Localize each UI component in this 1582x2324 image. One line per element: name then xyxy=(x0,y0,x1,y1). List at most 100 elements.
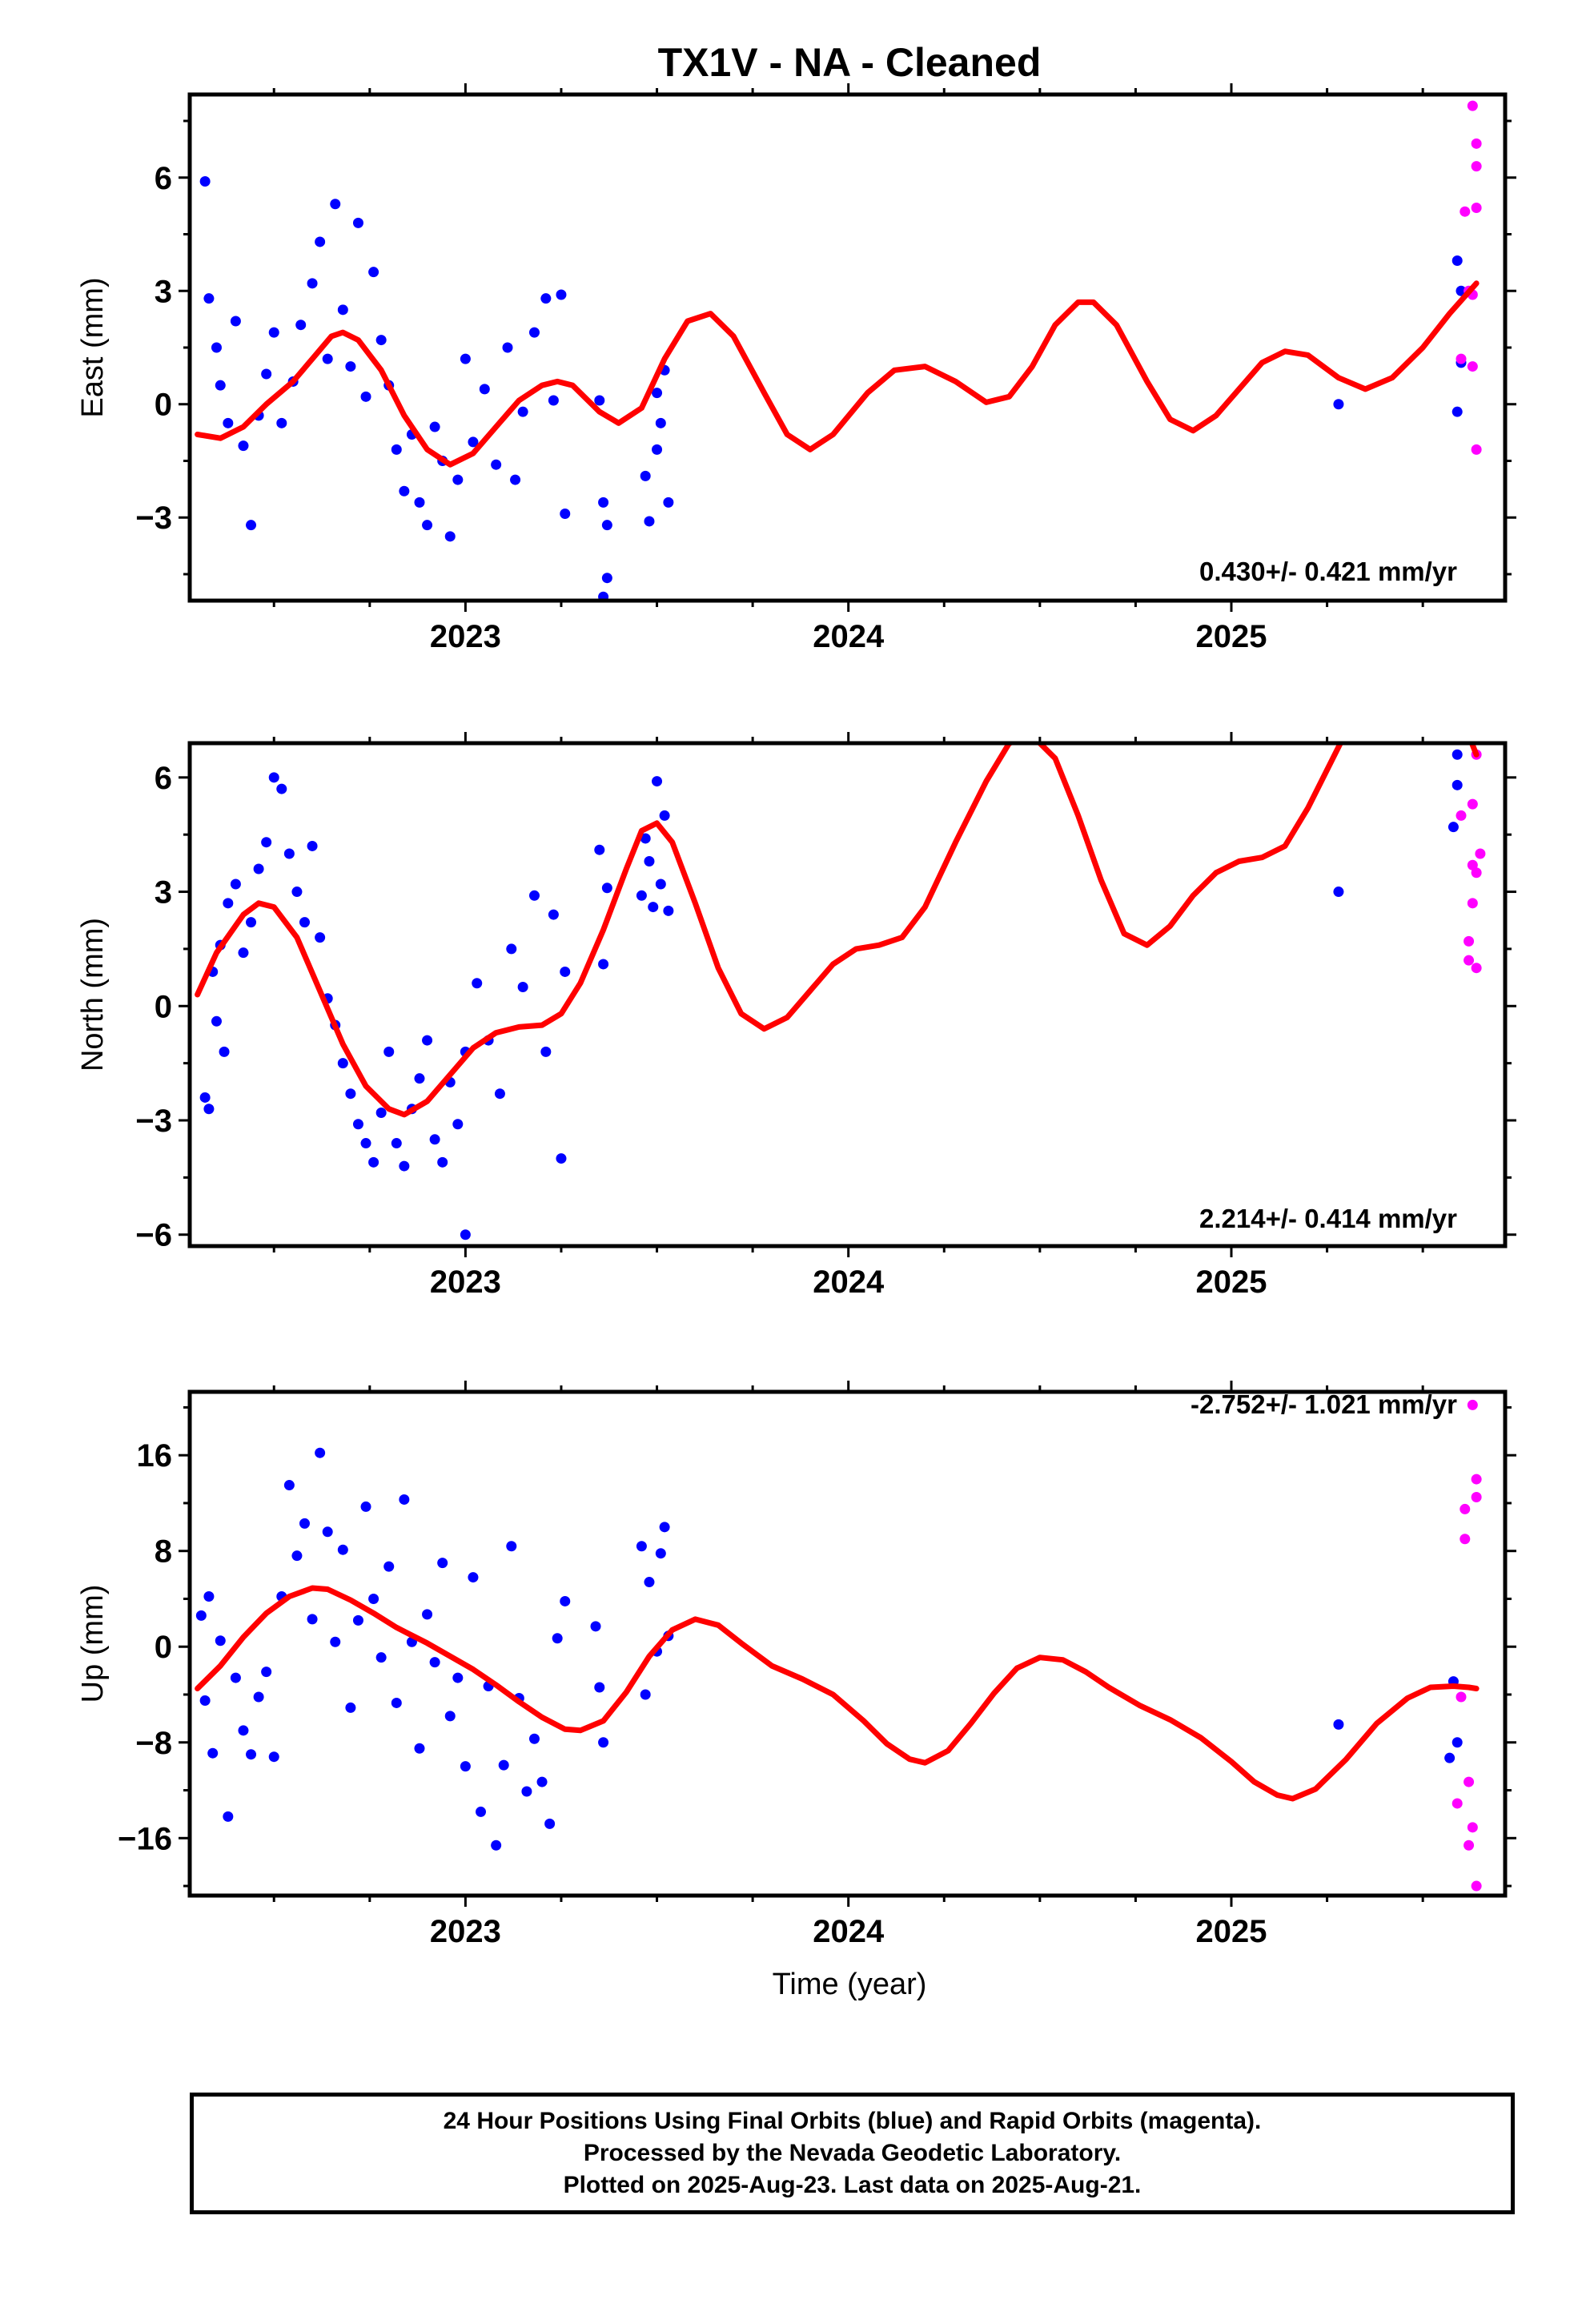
east-final-orbit-point xyxy=(601,573,612,584)
up-final-orbit-point xyxy=(521,1786,532,1797)
east-final-orbit-point xyxy=(548,395,559,406)
north-final-orbit-point xyxy=(494,1088,505,1100)
east-rapid-orbit-point xyxy=(1467,100,1478,111)
north-final-orbit-point xyxy=(528,890,540,901)
east-final-orbit-point xyxy=(315,236,326,247)
north-final-orbit-point xyxy=(429,1134,440,1145)
north-final-orbit-point xyxy=(219,1046,230,1057)
east-final-orbit-point xyxy=(594,395,605,406)
up-final-orbit-point xyxy=(375,1652,387,1663)
up-final-orbit-point xyxy=(598,1737,609,1748)
north-rapid-orbit-point xyxy=(1475,848,1486,859)
north-final-orbit-point xyxy=(1452,749,1463,760)
north-final-orbit-point xyxy=(246,917,257,928)
north-final-orbit-point xyxy=(375,1107,387,1118)
east-rapid-orbit-point xyxy=(1471,138,1482,149)
north-final-orbit-point xyxy=(360,1138,371,1149)
plot-panels: 2023 2024 2025 −3 0 3 6 East (mm) 0.430+/- 0.421… xyxy=(76,83,1516,1949)
east-final-orbit-point xyxy=(517,406,528,417)
up-final-orbit-point xyxy=(429,1657,440,1668)
north-final-orbit-point xyxy=(644,855,655,866)
east-x-tick-label: 2024 xyxy=(813,619,885,654)
north-final-orbit-point xyxy=(601,883,612,894)
north-final-orbit-point xyxy=(540,1046,552,1057)
up-rapid-orbit-point xyxy=(1467,1399,1478,1410)
east-final-orbit-point xyxy=(215,380,226,391)
east-final-orbit-point xyxy=(422,520,433,531)
east-final-orbit-point xyxy=(655,417,666,428)
up-final-orbit-point xyxy=(544,1818,556,1829)
east-final-orbit-point xyxy=(640,470,651,481)
up-final-orbit-point xyxy=(452,1672,464,1683)
north-final-orbit-point xyxy=(548,909,559,920)
east-rapid-orbit-point xyxy=(1471,444,1482,455)
east-final-orbit-point xyxy=(1452,255,1463,267)
up-final-orbit-point xyxy=(199,1695,211,1706)
north-final-orbit-point xyxy=(636,890,647,901)
north-rapid-orbit-point xyxy=(1471,867,1482,879)
east-y-tick-label: −3 xyxy=(135,501,172,536)
up-rapid-orbit-point xyxy=(1464,1776,1475,1787)
up-final-orbit-point xyxy=(230,1672,241,1683)
north-rapid-orbit-point xyxy=(1464,935,1475,947)
east-y-tick-label: 6 xyxy=(155,161,172,196)
east-final-orbit-point xyxy=(322,353,333,364)
north-final-orbit-point xyxy=(203,1104,215,1115)
footer-line-orbits: 24 Hour Positions Using Final Orbits (bl… xyxy=(443,2108,1262,2134)
up-rate-label: -2.752+/- 1.021 mm/yr xyxy=(1191,1389,1457,1419)
east-final-orbit-point xyxy=(652,444,663,455)
up-final-orbit-point xyxy=(337,1544,348,1555)
up-final-orbit-point xyxy=(506,1541,517,1552)
north-final-orbit-point xyxy=(337,1058,348,1069)
east-final-orbit-point xyxy=(268,327,279,338)
up-final-orbit-point xyxy=(552,1633,563,1644)
east-final-orbit-point xyxy=(368,267,379,278)
up-final-orbit-point xyxy=(322,1526,333,1538)
up-final-orbit-point xyxy=(491,1839,502,1851)
east-final-orbit-point xyxy=(460,353,471,364)
up-final-orbit-point xyxy=(460,1761,471,1772)
east-final-orbit-point xyxy=(203,293,215,304)
east-x-tick-label: 2023 xyxy=(430,619,501,654)
north-final-orbit-point xyxy=(211,1015,222,1027)
east-final-orbit-point xyxy=(502,342,513,353)
north-y-tick-label: 0 xyxy=(155,989,172,1024)
north-final-orbit-point xyxy=(291,887,303,898)
east-final-orbit-point xyxy=(1452,406,1463,417)
up-final-orbit-point xyxy=(223,1811,234,1822)
north-final-orbit-point xyxy=(598,959,609,970)
up-final-orbit-point xyxy=(315,1447,326,1458)
north-final-orbit-point xyxy=(383,1046,395,1057)
north-final-orbit-point xyxy=(472,978,483,989)
east-final-orbit-point xyxy=(644,516,655,527)
north-final-orbit-point xyxy=(452,1119,464,1130)
up-rapid-orbit-point xyxy=(1460,1503,1471,1514)
east-final-orbit-point xyxy=(375,335,387,346)
up-final-orbit-point xyxy=(422,1609,433,1620)
east-final-orbit-point xyxy=(560,509,571,520)
up-rapid-orbit-point xyxy=(1467,1822,1478,1833)
east-final-orbit-point xyxy=(238,440,249,452)
up-y-axis-label: Up (mm) xyxy=(76,1585,110,1703)
north-panel: 2023 2024 2025 −6 −3 0 3 6 North (mm) 2.214+/- 0.… xyxy=(76,732,1516,1300)
north-final-orbit-point xyxy=(663,905,674,916)
north-final-orbit-point xyxy=(560,966,571,977)
up-data-layer xyxy=(195,1399,1482,1892)
east-final-orbit-point xyxy=(479,384,490,395)
north-final-orbit-point xyxy=(594,844,605,855)
up-final-orbit-point xyxy=(246,1749,257,1760)
north-final-orbit-point xyxy=(307,840,318,851)
east-final-orbit-point xyxy=(452,474,464,485)
up-x-tick-label: 2024 xyxy=(813,1914,885,1949)
up-final-orbit-point xyxy=(352,1614,363,1626)
north-final-orbit-point xyxy=(345,1088,356,1100)
east-final-orbit-point xyxy=(429,421,440,432)
up-final-orbit-point xyxy=(383,1561,395,1572)
east-final-orbit-point xyxy=(1333,399,1344,410)
footer-line-plotted: Plotted on 2025-Aug-23. Last data on 202… xyxy=(563,2172,1142,2198)
east-rapid-orbit-point xyxy=(1471,161,1482,172)
east-rate-label: 0.430+/- 0.421 mm/yr xyxy=(1199,557,1457,586)
east-y-axis-label: East (mm) xyxy=(76,277,110,417)
east-final-orbit-point xyxy=(598,591,609,601)
